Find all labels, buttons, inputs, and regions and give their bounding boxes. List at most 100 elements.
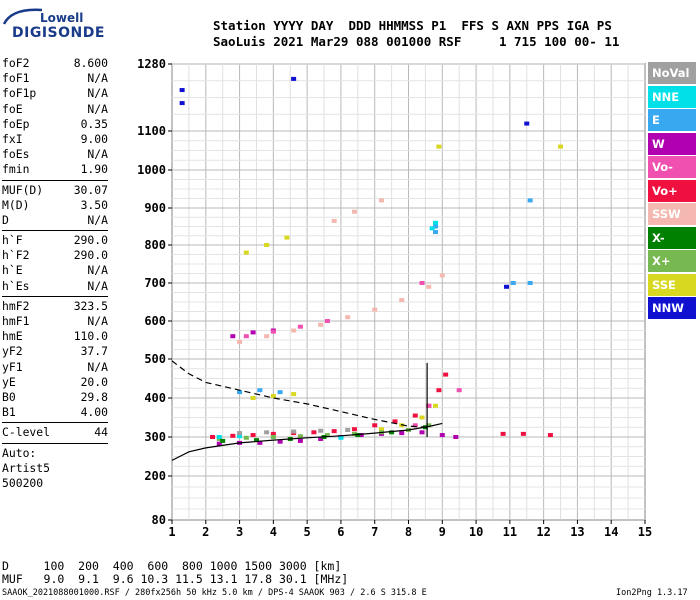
param-row: h`F2 290.0 <box>2 248 108 263</box>
echo-point <box>318 436 324 441</box>
x-tick-label: 11 <box>503 525 517 539</box>
param-value: N/A <box>87 212 108 227</box>
echo-point <box>527 281 533 285</box>
echo-point <box>277 390 283 395</box>
echo-point <box>456 388 462 393</box>
param-value: 8.600 <box>73 56 108 70</box>
echo-point <box>324 433 330 438</box>
echo-point <box>399 431 405 436</box>
param-row: foF1 N/A <box>2 71 108 86</box>
param-divider <box>2 295 108 297</box>
x-tick-label: 10 <box>469 525 483 539</box>
echo-point <box>243 250 249 255</box>
echo-point <box>243 435 249 440</box>
x-tick-label: 13 <box>570 525 584 539</box>
param-name: foF1p <box>2 86 37 101</box>
x-tick-label: 3 <box>236 525 243 539</box>
echo-point <box>291 392 297 397</box>
y-tick-label: 1100 <box>137 124 166 138</box>
echo-point <box>436 388 442 393</box>
x-tick-label: 7 <box>371 525 378 539</box>
param-row: foEp 0.35 <box>2 117 108 132</box>
param-name: yF1 <box>2 359 23 374</box>
param-name: C-level <box>2 425 51 440</box>
param-row: foEs N/A <box>2 147 108 162</box>
echo-point <box>372 423 378 428</box>
echo-point <box>237 434 243 439</box>
echo-point <box>250 396 256 400</box>
param-value: 1.90 <box>80 162 108 177</box>
legend-item-ssw: SSW <box>648 203 696 225</box>
logo-brand-top: Lowell <box>40 11 84 25</box>
y-tick-label: 1280 <box>137 57 166 71</box>
echo-point <box>378 198 384 203</box>
param-value: N/A <box>87 86 108 101</box>
echo-point <box>558 144 564 149</box>
param-value: N/A <box>87 278 108 293</box>
header-row-values: SaoLuis 2021 Mar29 088 001000 RSF 1 715 … <box>213 34 620 49</box>
y-tick-label: 1000 <box>137 163 166 177</box>
echo-point <box>237 431 243 436</box>
param-row: h`F 290.0 <box>2 233 108 248</box>
param-name: foEp <box>2 116 30 131</box>
echo-point <box>324 319 330 323</box>
param-name: h`Es <box>2 278 30 293</box>
x-tick-label: 15 <box>638 525 652 539</box>
y-tick-label: 900 <box>144 201 166 215</box>
echo-point <box>243 334 249 339</box>
param-value: N/A <box>87 147 108 162</box>
param-row: foF1p N/A <box>2 86 108 101</box>
param-value: N/A <box>87 359 108 374</box>
logo-brand-bottom: DIGISONDE <box>12 25 105 41</box>
param-name: B0 <box>2 389 16 404</box>
param-row: foE N/A <box>2 102 108 117</box>
echo-point <box>318 428 324 433</box>
echo-point <box>439 273 445 278</box>
echo-point <box>277 439 283 444</box>
y-tick-label: 400 <box>144 391 166 405</box>
legend-item-x: X+ <box>648 250 696 272</box>
echo-point <box>230 433 236 438</box>
param-value: N/A <box>87 101 108 116</box>
echo-point <box>291 429 297 434</box>
echo-point <box>426 423 432 428</box>
y-tick-label: 300 <box>144 430 166 444</box>
echo-point <box>237 339 243 344</box>
logo-swoosh-icon <box>2 8 43 25</box>
scaled-parameters-panel: foF2 8.600 foF1 N/A foF1p N/A foE N/A foEp 0.35 fx… <box>2 56 108 491</box>
param-name: hmF1 <box>2 314 30 328</box>
autoscale-info: 500200 <box>2 475 44 490</box>
x-tick-label: 5 <box>304 525 311 539</box>
param-divider <box>2 442 108 444</box>
echo-point <box>291 328 297 333</box>
param-divider <box>2 230 108 232</box>
echo-point <box>429 226 435 231</box>
echo-point <box>257 440 263 445</box>
legend-item-sse: SSE <box>648 273 696 296</box>
echo-point <box>253 438 259 443</box>
dashed-profile-curve <box>171 360 429 428</box>
y-tick-label: 800 <box>144 238 166 252</box>
param-name: fxI <box>2 131 23 146</box>
echo-point <box>358 433 364 438</box>
echo-point <box>318 322 324 327</box>
echo-point <box>291 76 297 81</box>
echo-point <box>257 388 263 393</box>
legend-item-nnw: NNW <box>648 297 696 319</box>
echo-point <box>345 315 351 320</box>
param-name: MUF(D) <box>2 182 44 197</box>
echo-point <box>419 430 425 435</box>
echo-point <box>433 230 439 235</box>
y-tick-label: 80 <box>152 513 166 527</box>
muf-row: MUF 9.0 9.1 9.6 10.3 11.5 13.1 17.8 30.1… <box>2 572 349 586</box>
legend-item-e: E <box>648 109 696 131</box>
echo-point <box>270 329 276 334</box>
echo-point <box>297 434 303 439</box>
param-name: fmin <box>2 162 30 177</box>
echo-point <box>399 298 405 303</box>
y-tick-label: 500 <box>144 352 166 366</box>
echo-point <box>453 435 459 439</box>
legend-item-vo: Vo- <box>648 156 696 178</box>
echo-point <box>297 324 303 329</box>
